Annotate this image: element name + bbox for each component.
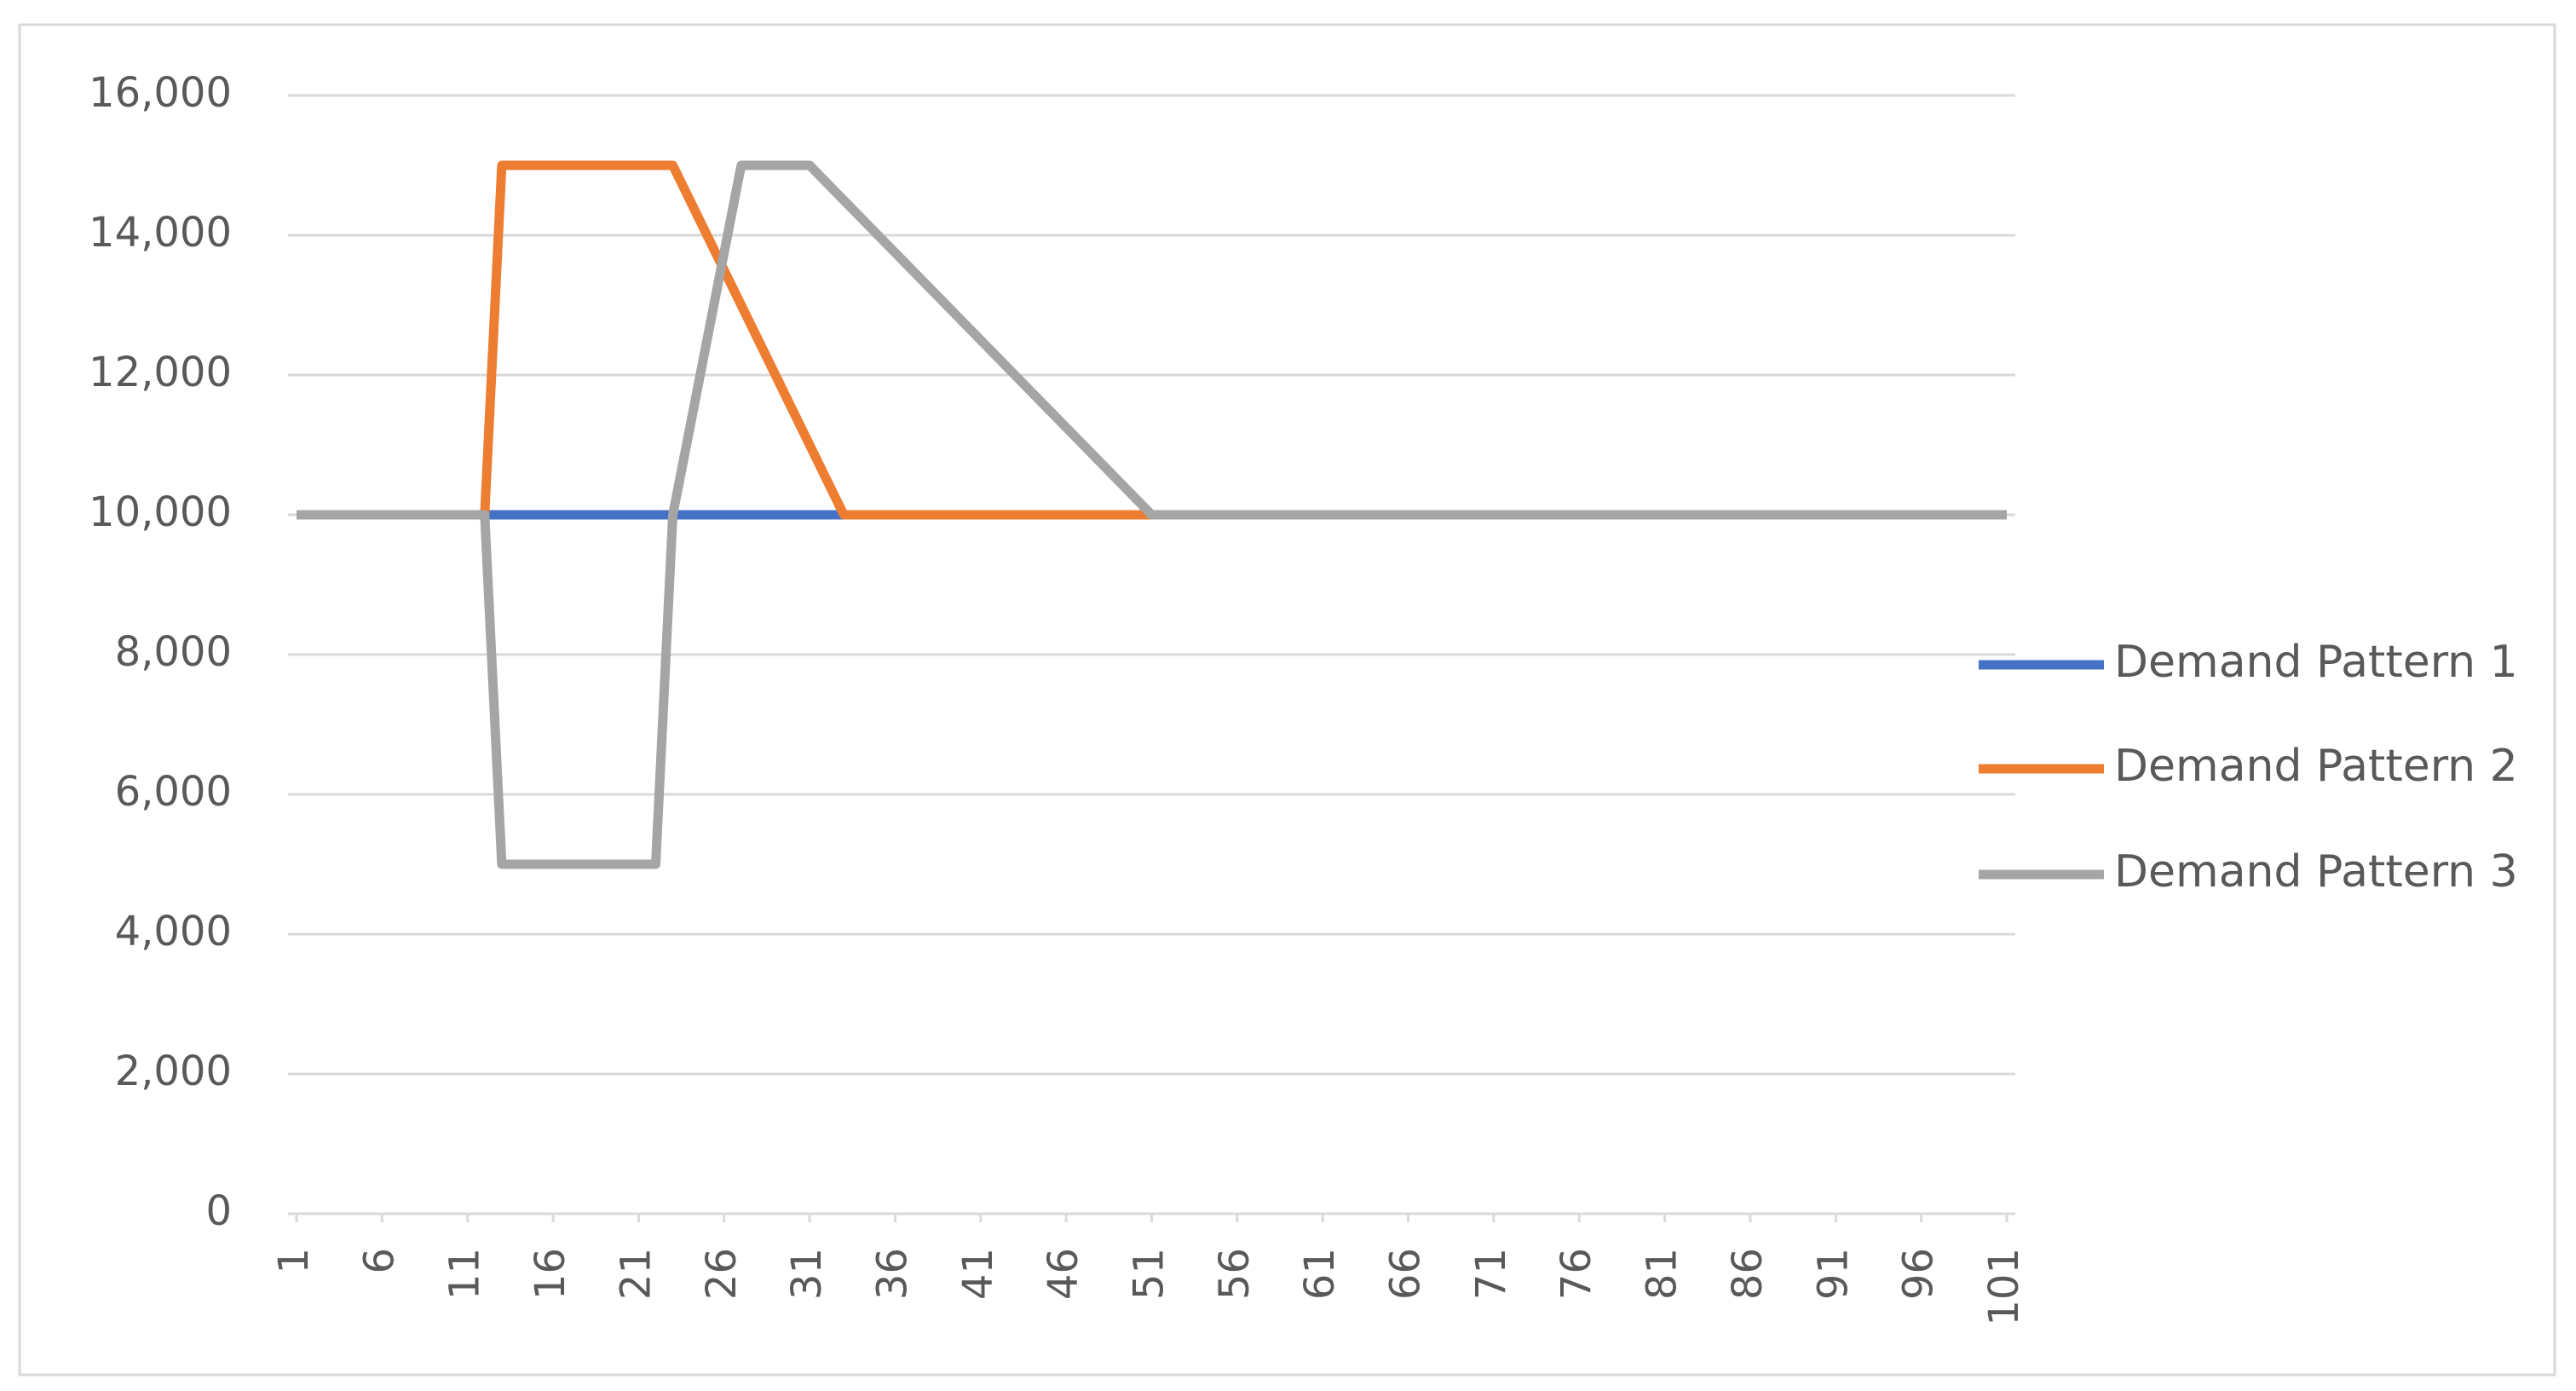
y-tick-label: 16,000 — [89, 69, 232, 117]
y-tick-label: 0 — [205, 1187, 232, 1235]
legend-label: Demand Pattern 3 — [2114, 846, 2518, 898]
y-tick-label: 12,000 — [89, 349, 232, 396]
x-tick-label: 46 — [1040, 1248, 1087, 1300]
series-line — [297, 160, 2007, 869]
y-tick-label: 8,000 — [115, 628, 232, 676]
x-tick-label: 41 — [954, 1248, 1002, 1300]
y-tick-label: 10,000 — [89, 488, 232, 536]
x-tick-label: 6 — [355, 1248, 403, 1274]
y-tick-label: 4,000 — [115, 908, 232, 955]
chart-border — [18, 23, 2556, 1377]
x-tick-label: 31 — [783, 1248, 831, 1300]
legend-label: Demand Pattern 2 — [2114, 741, 2518, 792]
x-tick-label: 16 — [527, 1248, 574, 1300]
x-tick-label: 96 — [1895, 1248, 1943, 1300]
x-tick-label: 36 — [868, 1248, 916, 1300]
x-tick-label: 1 — [270, 1248, 318, 1274]
x-tick-label: 26 — [698, 1248, 746, 1300]
x-tick-label: 76 — [1553, 1248, 1600, 1300]
x-tick-label: 86 — [1724, 1248, 1772, 1300]
y-tick-label: 6,000 — [115, 768, 232, 816]
x-tick-label: 71 — [1467, 1248, 1515, 1300]
x-tick-label: 101 — [1980, 1248, 2028, 1326]
x-tick-label: 11 — [441, 1248, 489, 1300]
y-tick-label: 2,000 — [115, 1048, 232, 1095]
x-tick-label: 81 — [1639, 1248, 1686, 1300]
x-tick-label: 66 — [1382, 1248, 1430, 1300]
x-tick-label: 21 — [612, 1248, 660, 1300]
series-line — [297, 160, 2007, 520]
x-tick-label: 61 — [1296, 1248, 1344, 1300]
x-tick-label: 91 — [1809, 1248, 1857, 1300]
x-tick-label: 56 — [1211, 1248, 1259, 1300]
legend-label: Demand Pattern 1 — [2114, 637, 2518, 688]
x-tick-label: 51 — [1126, 1248, 1173, 1300]
y-tick-label: 14,000 — [89, 209, 232, 257]
